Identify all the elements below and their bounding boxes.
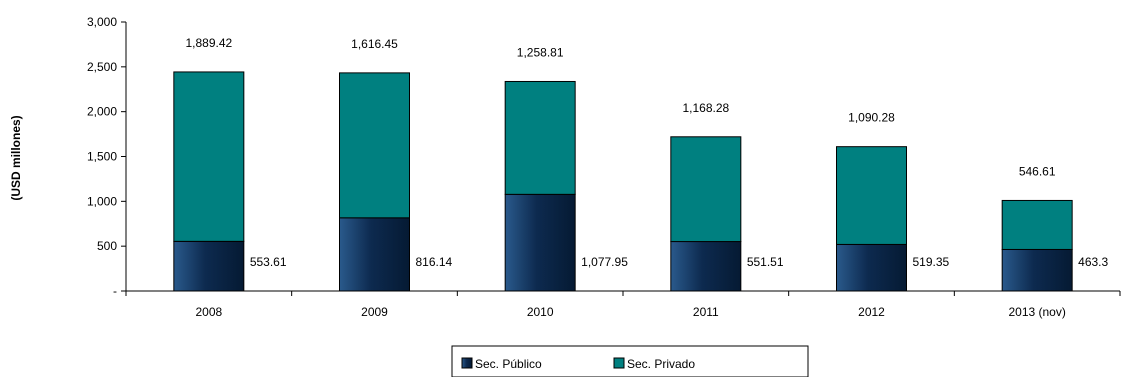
x-tick-label: 2013 (nov): [1008, 305, 1065, 319]
legend-item-sec-privado-label: Sec. Privado: [627, 357, 695, 371]
bar-sec-privado: [173, 71, 245, 242]
bars: [173, 71, 1073, 292]
data-label-publico: 519.35: [913, 255, 950, 269]
data-label-privado: 1,168.28: [682, 101, 729, 115]
legend-box: [451, 345, 809, 377]
x-tick-label: 2008: [195, 305, 222, 319]
y-axis-label: (USD millones): [9, 115, 23, 200]
bar-sec-publico: [339, 217, 410, 292]
bar-sec-privado: [1001, 199, 1073, 250]
legend-item-sec-privado-swatch: [613, 357, 625, 369]
bar-sec-privado: [339, 72, 410, 219]
y-tick-label: 2,000: [87, 105, 117, 119]
data-label-publico: 553.61: [250, 255, 287, 269]
legend: Sec. Público Sec. Privado: [451, 345, 809, 377]
bar-sec-publico: [836, 243, 907, 292]
y-tick-label: 3,000: [87, 15, 117, 29]
data-label-privado: 1,258.81: [517, 45, 564, 59]
axes: - 500 1,000 1,500 2,000 2,500 3,000 2008 2009 201…: [87, 15, 1121, 319]
y-tick-label: 1,000: [87, 194, 117, 208]
y-tick-label: 1,500: [87, 150, 117, 164]
x-tick-label: 2012: [858, 305, 885, 319]
data-label-publico: 816.14: [416, 255, 453, 269]
y-tick-label: 2,500: [87, 60, 117, 74]
bar-sec-privado: [670, 136, 742, 243]
bar-sec-publico: [173, 240, 245, 292]
data-labels: 553.61 1,889.42 816.14 1,616.45 1,077.95 1,25…: [185, 36, 1108, 269]
data-label-privado: 1,616.45: [351, 37, 398, 51]
bar-sec-publico: [504, 193, 576, 292]
y-tick-label: 500: [97, 239, 117, 253]
bar-sec-publico: [1001, 248, 1073, 292]
x-tick-label: 2011: [693, 305, 719, 319]
data-label-privado: 546.61: [1019, 164, 1056, 178]
data-label-publico: 1,077.95: [581, 255, 628, 269]
bar-sec-privado: [836, 146, 907, 245]
data-label-publico: 463.3: [1078, 255, 1108, 269]
bar-sec-publico: [670, 241, 742, 292]
bar-sec-privado: [504, 80, 576, 195]
legend-item-sec-publico-swatch: [461, 357, 473, 369]
x-tick-label: 2010: [527, 305, 554, 319]
y-tick-label: -: [113, 284, 117, 298]
x-tick-label: 2009: [361, 305, 388, 319]
legend-item-sec-publico-label: Sec. Público: [475, 357, 542, 371]
data-label-privado: 1,090.28: [848, 111, 895, 125]
data-label-privado: 1,889.42: [185, 36, 232, 50]
data-label-publico: 551.51: [747, 255, 784, 269]
